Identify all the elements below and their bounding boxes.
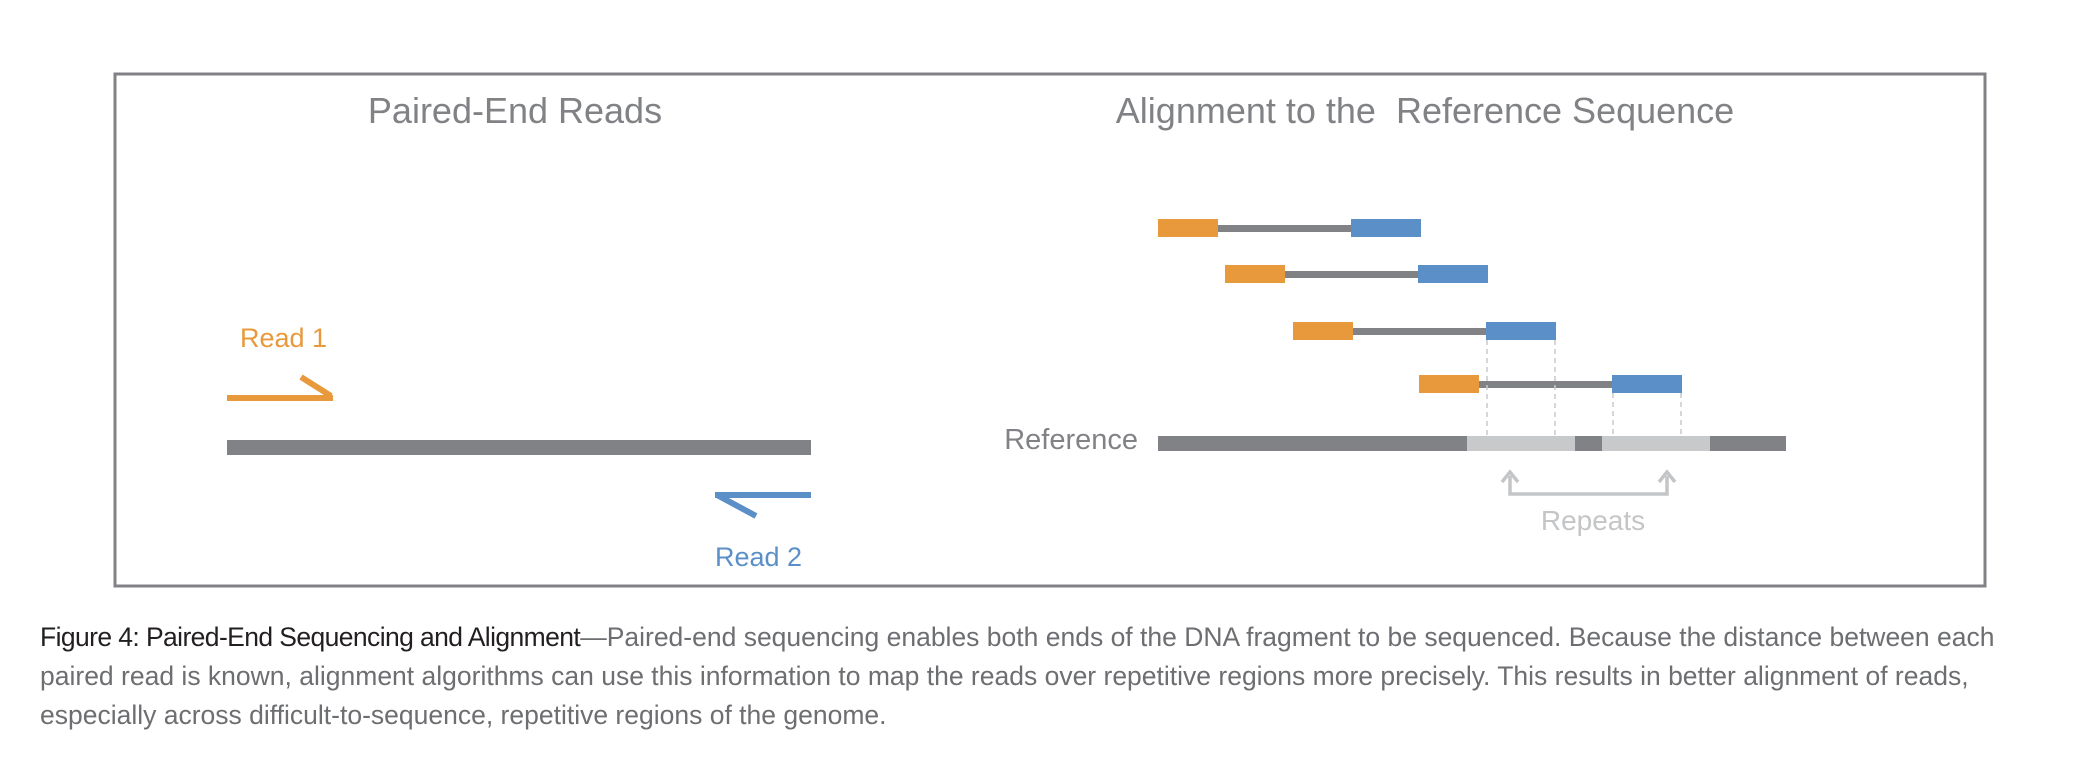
alignment-panel: Alignment to the Reference Sequence	[1004, 90, 1786, 536]
paired-end-reads-panel: Paired-End Reads Read 1 Read 2	[227, 90, 811, 572]
read-2-barb	[715, 492, 758, 519]
repeats-bracket	[1500, 469, 1677, 496]
read-1-arrow	[227, 374, 333, 401]
figure-caption: Figure 4: Paired-End Sequencing and Alig…	[40, 618, 2050, 735]
read-pair	[1158, 219, 1421, 237]
read-2-arrow	[715, 492, 811, 519]
read-2-label: Read 2	[715, 542, 802, 572]
read-1-segment	[1158, 219, 1218, 237]
up-arrow-icon	[1500, 469, 1520, 484]
reference-sequence	[1158, 436, 1786, 451]
insert-line	[1285, 271, 1418, 278]
read-pair	[1225, 265, 1488, 283]
figure-diagram: Paired-End Reads Read 1 Read 2 Alignment…	[113, 72, 1987, 588]
insert-line	[1479, 381, 1612, 388]
dna-fragment-bar	[227, 440, 811, 455]
reference-label: Reference	[1004, 424, 1138, 456]
alignment-guides	[1486, 340, 1682, 435]
read-2-segment	[1351, 219, 1421, 237]
read-pair	[1293, 322, 1556, 340]
read-1-segment	[1293, 322, 1353, 340]
caption-dash: —	[580, 622, 607, 652]
caption-body: Paired-end sequencing enables both ends …	[40, 622, 1995, 730]
read-1-barb	[299, 374, 333, 399]
figure-frame	[113, 72, 1987, 588]
read-2-segment	[1612, 375, 1682, 393]
read-2-segment	[1486, 322, 1556, 340]
repeats-label: Repeats	[1541, 505, 1645, 536]
read-2-segment	[1418, 265, 1488, 283]
repeats-bracket-line	[1508, 476, 1669, 496]
read-1-segment	[1419, 375, 1479, 393]
up-arrow-icon	[1657, 469, 1677, 484]
repeat-region	[1602, 436, 1710, 451]
alignment-title: Alignment to the Reference Sequence	[1116, 90, 1734, 131]
paired-end-reads-title: Paired-End Reads	[368, 90, 662, 131]
repeat-region	[1467, 436, 1575, 451]
insert-line	[1218, 225, 1351, 232]
read-1-label: Read 1	[240, 323, 327, 353]
read-pair	[1419, 375, 1682, 393]
read-1-segment	[1225, 265, 1285, 283]
insert-line	[1353, 328, 1486, 335]
caption-title: Figure 4: Paired-End Sequencing and Alig…	[40, 622, 581, 652]
